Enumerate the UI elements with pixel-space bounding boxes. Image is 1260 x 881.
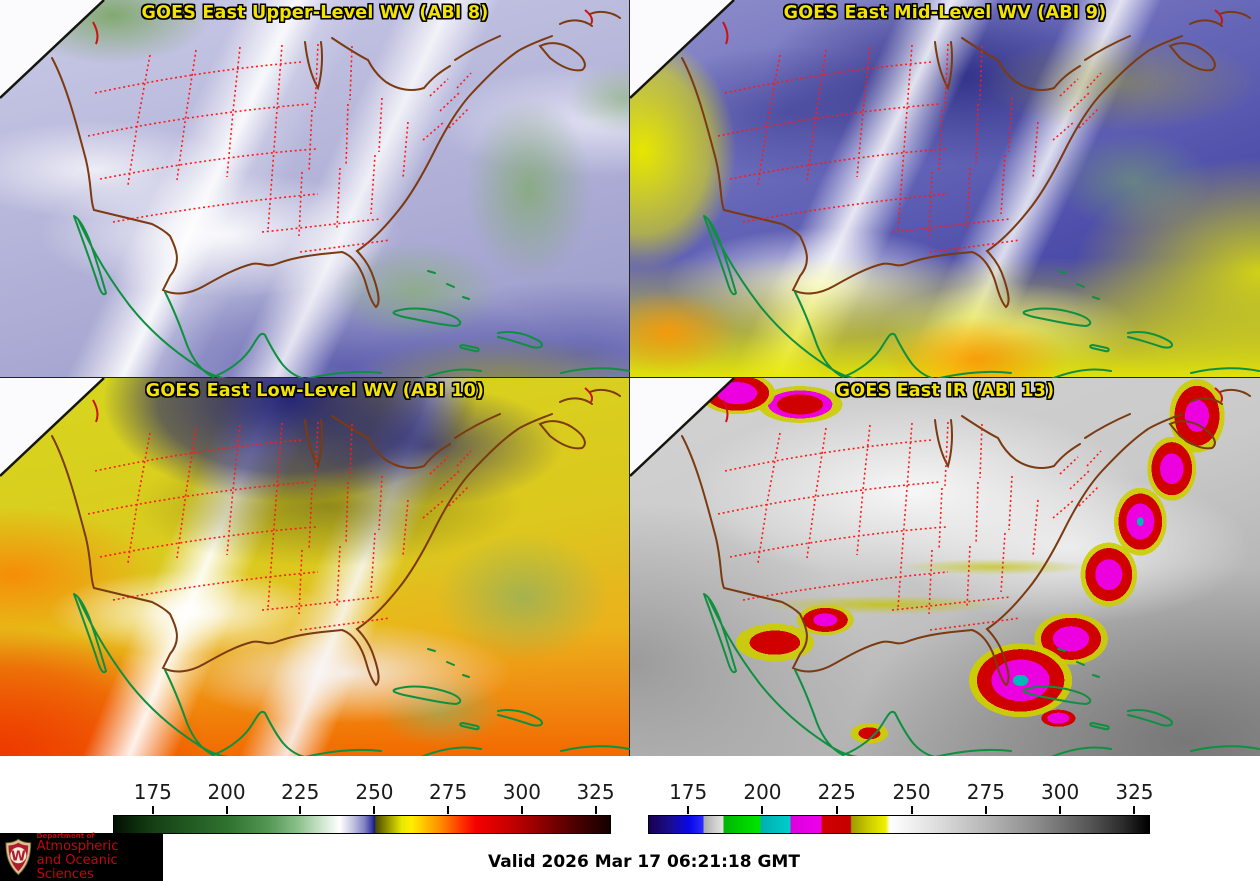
logo-text: Department of Atmospheric and Oceanic Sc… xyxy=(36,831,163,881)
panel-title: GOES East Low-Level WV (ABI 10) xyxy=(145,381,485,401)
tick-mark xyxy=(151,806,154,814)
tick-label: 300 xyxy=(1041,780,1080,804)
tick-label: 250 xyxy=(892,780,931,804)
projection-limb xyxy=(0,378,105,477)
panel-title: GOES East Mid-Level WV (ABI 9) xyxy=(783,3,1107,23)
tick-label: 325 xyxy=(576,780,615,804)
tick-label: 225 xyxy=(281,780,320,804)
svg-text:W: W xyxy=(11,850,26,865)
uw-crest-icon: W xyxy=(5,838,32,876)
tick-mark xyxy=(373,806,376,814)
tick-mark xyxy=(520,806,523,814)
colorbar-tick-labels: 175 200 225 250 275 300 325 xyxy=(113,780,615,804)
map-overlay xyxy=(681,387,1260,756)
tick-mark xyxy=(225,806,228,814)
projection-limb xyxy=(0,0,105,99)
colorbar-tick-marks xyxy=(113,806,611,814)
tick-label: 250 xyxy=(355,780,394,804)
tick-mark xyxy=(1059,806,1062,814)
footer: 175 200 225 250 275 300 325 175 200 225 … xyxy=(0,756,1260,881)
tick-mark xyxy=(447,806,450,814)
tick-label: 300 xyxy=(502,780,541,804)
wv-colorbar: 175 200 225 250 275 300 325 xyxy=(113,756,615,881)
tick-label: 200 xyxy=(743,780,782,804)
tick-label: 175 xyxy=(133,780,172,804)
panel-low-level-wv: GOES East Low-Level WV (ABI 10) xyxy=(0,377,631,757)
colorbar-tick-marks xyxy=(648,806,1150,814)
panel-ir: GOES East IR (ABI 13) xyxy=(629,377,1260,757)
panel-upper-level-wv: GOES East Upper-Level WV (ABI 8) xyxy=(0,0,631,379)
ir-colorbar: 175 200 225 250 275 300 325 xyxy=(648,756,1154,881)
tick-mark xyxy=(299,806,302,814)
satellite-panel-grid: GOES East Upper-Level WV (ABI 8) GOES Ea… xyxy=(0,0,1260,757)
tick-label: 225 xyxy=(817,780,856,804)
tick-label: 275 xyxy=(429,780,468,804)
tick-mark xyxy=(910,806,913,814)
wv-colorbar-gradient xyxy=(113,815,611,834)
tick-label: 175 xyxy=(669,780,708,804)
logo-line-3: and Oceanic Sciences xyxy=(36,852,118,881)
valid-timestamp: Valid 2026 Mar 17 06:21:18 GMT xyxy=(488,852,800,872)
map-overlay xyxy=(681,9,1260,378)
tick-label: 325 xyxy=(1115,780,1154,804)
projection-limb xyxy=(630,0,735,99)
panel-mid-level-wv: GOES East Mid-Level WV (ABI 9) xyxy=(629,0,1260,379)
tick-mark xyxy=(984,806,987,814)
tick-mark xyxy=(687,806,690,814)
panel-title: GOES East Upper-Level WV (ABI 8) xyxy=(141,3,489,23)
map-overlay xyxy=(51,387,630,756)
logo-line-2: Atmospheric xyxy=(36,839,119,855)
map-overlay xyxy=(51,9,630,378)
ir-colorbar-gradient xyxy=(648,815,1150,834)
tick-mark xyxy=(594,806,597,814)
panel-title: GOES East IR (ABI 13) xyxy=(835,381,1055,401)
logo-line-1: Department of xyxy=(36,831,95,840)
tick-label: 200 xyxy=(207,780,246,804)
tick-mark xyxy=(761,806,764,814)
uw-aos-logo: W Department of Atmospheric and Oceanic … xyxy=(0,831,163,881)
tick-mark xyxy=(1133,806,1136,814)
projection-limb xyxy=(630,378,735,477)
colorbar-tick-labels: 175 200 225 250 275 300 325 xyxy=(648,780,1154,804)
tick-mark xyxy=(835,806,838,814)
tick-label: 275 xyxy=(966,780,1005,804)
